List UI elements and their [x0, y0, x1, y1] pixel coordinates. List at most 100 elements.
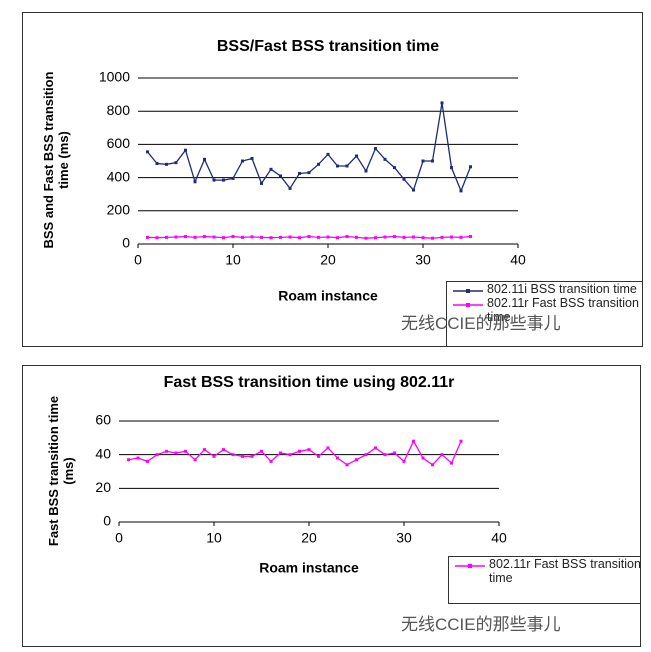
y-tick-label: 60 [95, 412, 111, 428]
data-point [450, 461, 453, 465]
legend-marker [466, 303, 470, 307]
data-point [165, 235, 168, 239]
data-point [469, 165, 472, 169]
data-point [155, 453, 159, 457]
data-point [250, 454, 254, 458]
data-point [279, 235, 282, 239]
y-axis-label: Fast BSS transition time (ms) [46, 395, 76, 546]
data-point [345, 235, 349, 239]
data-point [241, 235, 244, 239]
data-point [231, 453, 235, 457]
y-tick-label: 600 [107, 135, 131, 151]
data-point [326, 152, 330, 156]
data-point [421, 236, 425, 240]
data-point [412, 235, 415, 239]
y-tick-label: 800 [107, 102, 131, 118]
data-point [402, 459, 406, 463]
data-point [279, 451, 282, 455]
data-point [241, 454, 244, 458]
legend: 802.11r Fast BSS transition time [448, 556, 640, 604]
data-point [469, 235, 472, 239]
data-point [231, 176, 235, 180]
data-point [355, 235, 358, 239]
data-point [298, 171, 301, 175]
data-point [174, 451, 178, 455]
data-point [146, 235, 149, 239]
y-tick-label: 200 [107, 202, 131, 218]
watermark: 无线CCIE的那些事儿 [401, 314, 561, 333]
data-point [260, 449, 263, 453]
data-point [241, 159, 244, 163]
data-point [326, 235, 330, 239]
data-point [222, 178, 225, 182]
data-point [260, 235, 263, 239]
data-point [402, 235, 406, 239]
data-point [374, 446, 377, 450]
y-tick-label: 400 [107, 168, 131, 184]
data-point [374, 236, 377, 240]
data-point [336, 164, 339, 168]
legend-swatch [453, 303, 483, 307]
data-point [307, 448, 311, 452]
legend-label: 802.11r Fast BSS transition time [487, 296, 639, 324]
data-point [459, 439, 463, 443]
data-point [355, 154, 358, 158]
chart: BSS/Fast BSS transition time020040060080… [99, 38, 526, 303]
data-point [383, 453, 387, 457]
data-point [431, 159, 434, 163]
data-point [393, 451, 396, 455]
data-point [212, 178, 216, 182]
x-tick-label: 10 [225, 252, 241, 268]
x-tick-label: 0 [134, 252, 142, 268]
data-point [412, 439, 415, 443]
data-point [412, 188, 415, 192]
data-point [421, 456, 425, 460]
legend-marker [468, 564, 472, 568]
x-tick-label: 40 [510, 252, 526, 268]
data-point [269, 167, 273, 171]
chart-panel: Fast BSS transition time using 802.11r 0 2… [22, 365, 641, 647]
data-point [440, 101, 444, 105]
data-point [193, 180, 197, 184]
data-point [146, 150, 149, 154]
data-point [364, 453, 368, 457]
data-point [260, 181, 263, 185]
data-point [203, 448, 206, 452]
data-point [288, 235, 292, 239]
data-point [155, 161, 159, 165]
data-point [393, 235, 396, 239]
data-point [193, 235, 197, 239]
watermark: 无线CCIE的那些事儿 [401, 615, 561, 634]
y-axis-label: BSS and Fast BSS transition time (ms) [41, 71, 71, 249]
data-point [231, 235, 235, 239]
data-point [184, 449, 187, 453]
data-point [450, 166, 453, 170]
data-point [203, 235, 206, 239]
data-point [307, 171, 311, 175]
data-point [288, 453, 292, 457]
data-point [155, 236, 159, 240]
x-tick-label: 30 [396, 530, 412, 546]
data-point [440, 453, 444, 457]
legend-label: 802.11i BSS transition time [487, 282, 637, 296]
data-point [250, 157, 254, 161]
data-point [146, 459, 149, 463]
x-tick-label: 0 [115, 530, 123, 546]
data-point [174, 161, 178, 165]
chart: Fast BSS transition time using 802.11r 0 2… [95, 374, 507, 575]
data-point [222, 236, 225, 240]
data-point [402, 177, 406, 181]
chart-panel: BSS/Fast BSS transition time 0 200 400 600 80… [22, 12, 643, 347]
data-point [459, 235, 463, 239]
chart-title: Fast BSS transition time using 802.11r [164, 374, 455, 391]
data-point [440, 235, 444, 239]
data-point [336, 236, 339, 240]
data-point [269, 236, 273, 240]
data-point [288, 186, 292, 190]
y-tick-label: 1000 [99, 69, 130, 85]
data-point [136, 456, 140, 460]
data-point [212, 235, 216, 239]
data-point [345, 164, 349, 168]
data-point [184, 148, 187, 152]
